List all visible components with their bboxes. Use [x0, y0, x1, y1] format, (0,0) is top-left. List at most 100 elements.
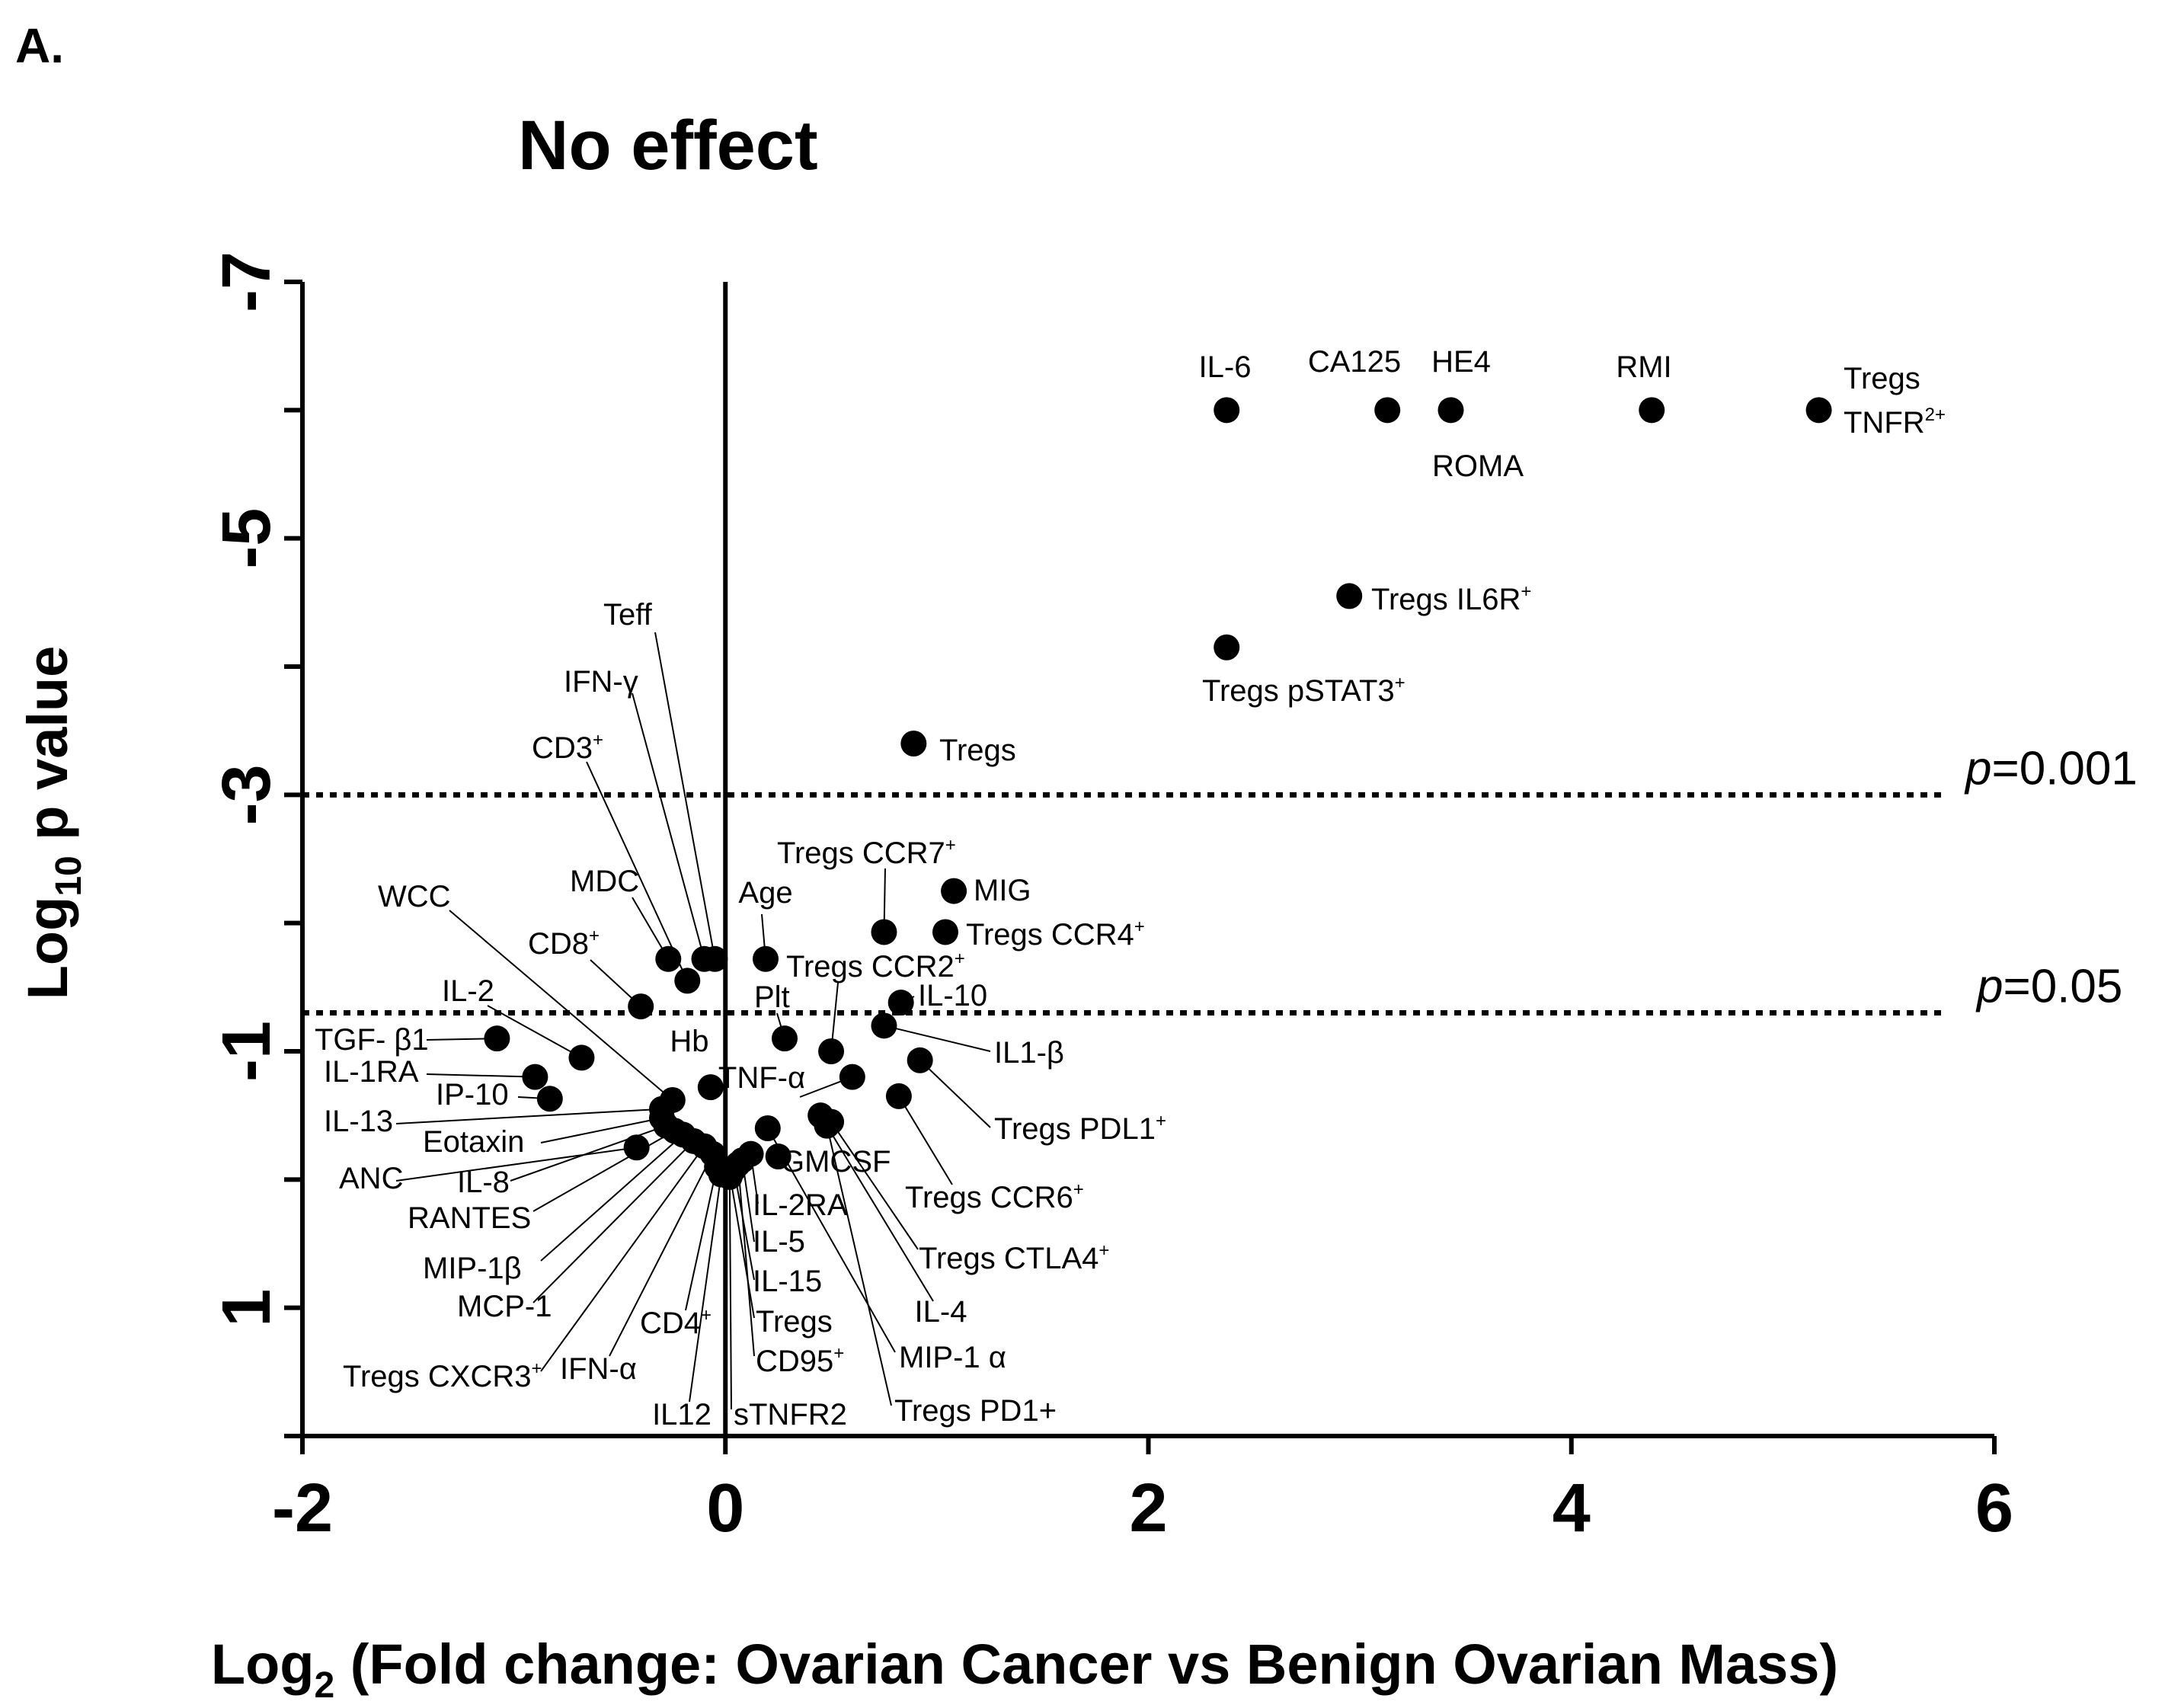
- label-tregs: Tregs: [939, 734, 1016, 767]
- point-cd3: [674, 968, 701, 994]
- label-ip10: IP-10: [436, 1078, 509, 1111]
- leader-rantes: [532, 1130, 676, 1212]
- label-cd3: CD3+: [532, 730, 603, 765]
- point-il2: [568, 1044, 595, 1071]
- label-tregs-b: Tregs: [756, 1305, 833, 1339]
- point-tregs-ccr7: [871, 919, 897, 945]
- leader-il15: [733, 1169, 755, 1281]
- label-eotaxin: Eotaxin: [423, 1125, 524, 1159]
- label-il15: IL-15: [753, 1265, 822, 1298]
- label-tregs-tnfr2: Tregs TNFR2+: [1844, 362, 1946, 440]
- label-il1ra: IL-1RA: [324, 1055, 419, 1089]
- point-tregs: [900, 731, 927, 756]
- label-mip1b: MIP-1β: [423, 1252, 522, 1285]
- point-tregs-tnfr2: [1805, 397, 1832, 424]
- leader-tregs-pdl1: [919, 1060, 991, 1128]
- leader-mip1b: [540, 1134, 684, 1262]
- x-tick-label: 4: [1553, 1470, 1591, 1546]
- point-il1ra: [522, 1064, 548, 1090]
- point-mig: [941, 878, 967, 904]
- leader-mip1a: [766, 1127, 896, 1353]
- point-mdc: [655, 945, 682, 972]
- label-he4: HE4: [1431, 345, 1491, 379]
- point-hb: [697, 1074, 724, 1101]
- label-tregs-ccr2: Tregs CCR2+: [786, 948, 965, 984]
- leader-teff: [654, 632, 716, 959]
- threshold-label: p=0.05: [1975, 961, 2122, 1013]
- threshold-label: p=0.001: [1964, 742, 2138, 795]
- data-points: [484, 397, 1832, 1190]
- label-tregs-pstat3: Tregs pSTAT3+: [1202, 673, 1405, 708]
- leader-tregs-b: [728, 1172, 755, 1319]
- point-il10: [887, 990, 914, 1016]
- label-mdc: MDC: [570, 865, 639, 898]
- label-il1b: IL1-β: [994, 1036, 1064, 1070]
- label-tregs-ctla4: Tregs CTLA4+: [919, 1240, 1109, 1275]
- label-gmcsf: GMCSF: [781, 1145, 891, 1179]
- point-tgfb1: [484, 1025, 510, 1052]
- leader-cd95: [737, 1164, 755, 1357]
- point-mip1a: [754, 1115, 781, 1141]
- leader-il2: [487, 1005, 582, 1059]
- label-anc: ANC: [339, 1162, 403, 1195]
- label-roma: ROMA: [1432, 449, 1524, 483]
- point-anc: [623, 1134, 650, 1161]
- point-tnfa: [839, 1064, 865, 1090]
- leader-tregs-ccr6: [898, 1095, 953, 1185]
- label-teff: Teff: [603, 598, 653, 632]
- label-rantes: RANTES: [408, 1201, 531, 1235]
- y-tick-label: -3: [209, 764, 285, 825]
- label-tregs-ccr7: Tregs CCR7+: [777, 835, 956, 870]
- point-plt: [771, 1025, 798, 1052]
- leader-il12: [689, 1174, 722, 1403]
- label-il5: IL-5: [753, 1225, 805, 1259]
- label-mcp1: MCP-1: [457, 1290, 552, 1323]
- x-tick-label: 2: [1129, 1470, 1167, 1546]
- point-tregs-pstat3: [1214, 634, 1240, 660]
- label-tgfb1: TGF- β1: [315, 1023, 429, 1057]
- label-il6: IL-6: [1199, 350, 1252, 384]
- point-tregs-pd1: [814, 1112, 840, 1139]
- x-tick-label: -2: [272, 1470, 333, 1546]
- chart-title: No effect: [518, 107, 818, 184]
- point-il1b: [871, 1012, 897, 1039]
- x-tick-label: 0: [706, 1470, 744, 1546]
- leader-tregs-cxcr3: [540, 1145, 705, 1372]
- leader-tregs-pd1: [826, 1125, 892, 1406]
- point-teff: [702, 945, 728, 972]
- label-il4: IL-4: [915, 1295, 967, 1329]
- point-tregs-pdl1: [907, 1047, 933, 1073]
- label-tregs-cxcr3: Tregs CXCR3+: [343, 1358, 542, 1393]
- point-tregs-ccr6: [885, 1083, 912, 1109]
- label-cd4: CD4+: [640, 1305, 712, 1340]
- label-tregs-il6r: Tregs IL6R+: [1371, 581, 1531, 616]
- leader-il1b: [884, 1025, 991, 1052]
- label-tregs-ccr4: Tregs CCR4+: [966, 916, 1145, 952]
- leader-tregs-ctla4: [830, 1121, 919, 1250]
- panel-label: A.: [15, 18, 64, 73]
- leader-il13: [395, 1108, 663, 1124]
- label-il2ra: IL-2RA: [753, 1188, 848, 1222]
- label-plt: Plt: [754, 980, 790, 1014]
- leader-ifna: [609, 1153, 714, 1357]
- point-tregs-ccr4: [932, 919, 958, 945]
- leader-stnfr2: [728, 1176, 732, 1410]
- y-tick-label: -7: [209, 251, 285, 312]
- y-tick-label: -5: [209, 508, 285, 569]
- label-il8: IL-8: [457, 1166, 510, 1199]
- point-ca125: [1374, 397, 1401, 424]
- point-ip10: [536, 1086, 563, 1112]
- label-rmi: RMI: [1616, 350, 1671, 384]
- leader-ifng: [632, 692, 705, 960]
- label-il12: IL12: [652, 1398, 712, 1431]
- label-cd8: CD8+: [528, 926, 600, 961]
- y-tick-label: -1: [209, 1021, 285, 1082]
- point-age: [752, 945, 779, 972]
- label-hb: Hb: [670, 1025, 708, 1058]
- point-il6: [1214, 397, 1240, 424]
- leader-cd4: [685, 1166, 718, 1311]
- leader-wcc: [449, 910, 673, 1101]
- point-cd8: [628, 993, 654, 1020]
- point-gmcsf: [765, 1143, 791, 1170]
